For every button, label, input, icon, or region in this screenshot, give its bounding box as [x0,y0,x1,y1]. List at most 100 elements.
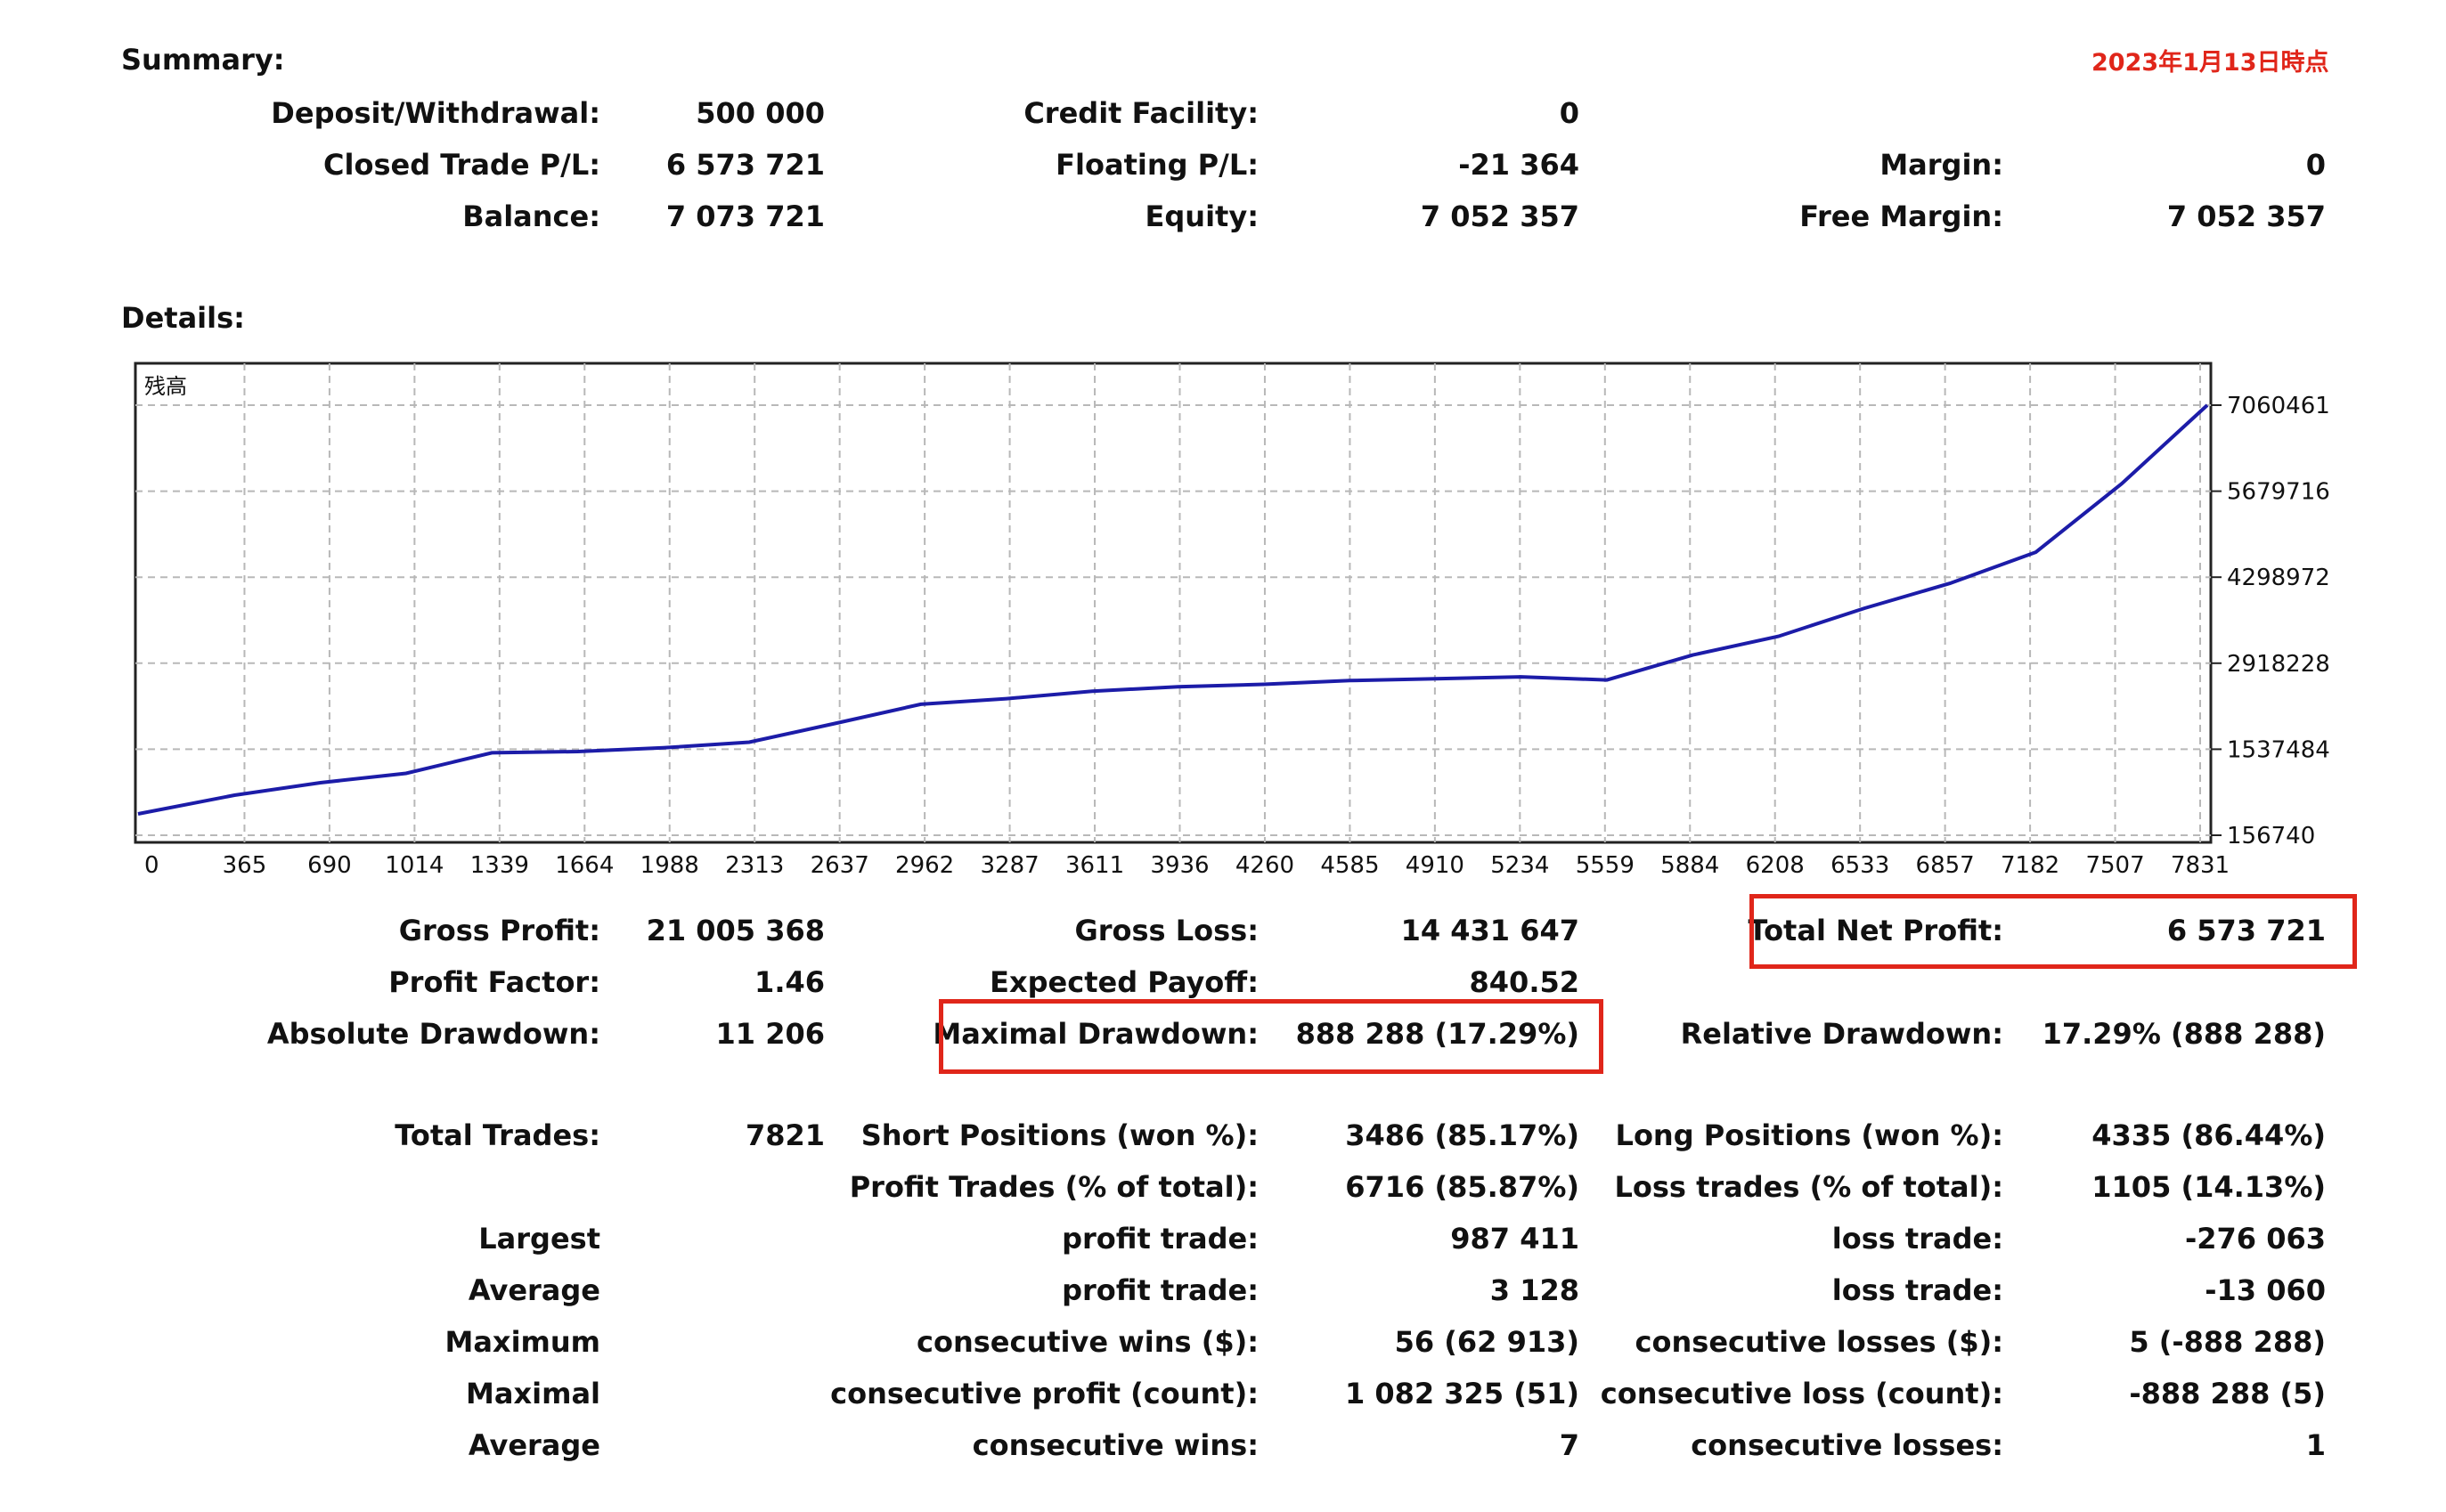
margin-value: 0 [2305,148,2326,182]
date-note: 2023年1月13日時点 [2091,49,2329,77]
x-tick-label: 7507 [2085,852,2144,879]
x-tick-label: 3287 [980,852,1039,879]
gross-profit-value: 21 005 368 [646,914,825,947]
x-tick-label: 365 [223,852,267,879]
maximal-consecutive-profit-value: 1 082 325 (51) [1344,1377,1579,1410]
x-tick-label: 5884 [1660,852,1719,879]
average-loss-value: -13 060 [2205,1273,2326,1307]
maximal-label: Maximal [466,1377,600,1410]
expected-payoff-value: 840.52 [1469,965,1579,999]
total-trades-label: Total Trades: [395,1118,600,1152]
profit-trades-label: Profit Trades (% of total): [849,1170,1259,1204]
profit-factor-value: 1.46 [754,965,825,999]
deposit-value: 500 000 [696,96,825,130]
x-tick-label: 5559 [1576,852,1635,879]
gross-loss-label: Gross Loss: [1074,914,1259,947]
chart-series [137,403,2209,816]
largest-profit-label: profit trade: [1062,1222,1259,1256]
maximum-label: Maximum [444,1325,600,1359]
equity-label: Equity: [1145,199,1259,233]
y-tick-label: 156740 [2227,823,2315,849]
balance-value: 7 073 721 [665,199,825,233]
expected-payoff-label: Expected Payoff: [990,965,1259,999]
y-tick-label: 5679716 [2227,479,2330,506]
long-positions-label: Long Positions (won %): [1615,1118,2003,1152]
absolute-drawdown-value: 11 206 [715,1017,825,1051]
floating-pl-label: Floating P/L: [1056,148,1259,182]
max-consecutive-losses-label: consecutive losses ($): [1635,1325,2003,1359]
closed-pl-value: 6 573 721 [665,148,825,182]
x-tick-label: 1988 [640,852,699,879]
maximal-drawdown-value: 888 288 (17.29%) [1295,1017,1579,1051]
x-tick-label: 690 [307,852,352,879]
gross-profit-label: Gross Profit: [398,914,600,947]
x-tick-label: 2637 [811,852,869,879]
balance-line [137,403,2209,816]
x-tick-label: 2962 [895,852,954,879]
margin-label: Margin: [1879,148,2003,182]
avg-consecutive-losses-value: 1 [2305,1428,2326,1462]
deposit-label: Deposit/Withdrawal: [271,96,600,130]
x-tick-label: 0 [144,852,159,879]
floating-pl-value: -21 364 [1458,148,1579,182]
balance-chart: 7060461 5679716 4298972 2918228 1537484 15674… [134,362,2330,879]
x-tick-label: 5234 [1490,852,1549,879]
avg-consecutive-losses-label: consecutive losses: [1691,1428,2003,1462]
x-tick-label: 1014 [385,852,444,879]
total-net-profit-value: 6 573 721 [2166,914,2326,947]
credit-value: 0 [1559,96,1579,130]
largest-loss-value: -276 063 [2184,1222,2326,1256]
x-tick-label: 4585 [1320,852,1379,879]
x-tick-label: 7182 [2001,852,2059,879]
equity-value: 7 052 357 [1420,199,1579,233]
max-consecutive-wins-label: consecutive wins ($): [916,1325,1259,1359]
x-tick-label: 2313 [725,852,784,879]
y-tick-label: 2918228 [2227,651,2330,678]
long-positions-value: 4335 (86.44%) [2091,1118,2326,1152]
max-consecutive-losses-value: 5 (-888 288) [2129,1325,2326,1359]
average2-label: Average [468,1428,600,1462]
max-consecutive-wins-value: 56 (62 913) [1394,1325,1579,1359]
gross-loss-value: 14 431 647 [1400,914,1579,947]
x-tick-label: 6857 [1916,852,1975,879]
profit-trades-value: 6716 (85.87%) [1345,1170,1579,1204]
chart-grid [135,363,2211,842]
average-profit-value: 3 128 [1489,1273,1579,1307]
short-positions-label: Short Positions (won %): [860,1118,1259,1152]
loss-trades-label: Loss trades (% of total): [1614,1170,2003,1204]
credit-label: Credit Facility: [1023,96,1259,130]
total-net-profit-highlight [1749,894,2357,969]
chart-frame [134,362,2213,844]
chart-legend-label: 残高 [144,374,187,399]
avg-consecutive-wins-label: consecutive wins: [972,1428,1259,1462]
y-tick-label: 1537484 [2227,736,2330,763]
total-trades-value: 7821 [745,1118,825,1152]
x-axis-ticks: 0 365 690 1014 1339 1664 1988 2313 2637 2962 3287 3… [144,852,2230,879]
maximal-consecutive-profit-label: consecutive profit (count): [830,1377,1259,1410]
x-tick-label: 7831 [2171,852,2230,879]
closed-pl-label: Closed Trade P/L: [323,148,600,182]
x-tick-label: 6533 [1830,852,1889,879]
free-margin-value: 7 052 357 [2166,199,2326,233]
avg-consecutive-wins-value: 7 [1559,1428,1579,1462]
short-positions-value: 3486 (85.17%) [1345,1118,1579,1152]
balance-label: Balance: [462,199,600,233]
x-tick-label: 4260 [1235,852,1294,879]
maximal-drawdown-highlight [939,999,1603,1074]
largest-label: Largest [478,1222,600,1256]
average-loss-label: loss trade: [1831,1273,2003,1307]
summary-heading: Summary: [121,43,285,77]
free-margin-label: Free Margin: [1799,199,2003,233]
relative-drawdown-value: 17.29% (888 288) [2042,1017,2326,1051]
loss-trades-value: 1105 (14.13%) [2091,1170,2326,1204]
y-tick-label: 4298972 [2227,565,2330,591]
profit-factor-label: Profit Factor: [388,965,600,999]
largest-loss-label: loss trade: [1831,1222,2003,1256]
x-tick-label: 1664 [555,852,614,879]
maximal-consecutive-loss-value: -888 288 (5) [2129,1377,2326,1410]
x-tick-label: 3936 [1150,852,1209,879]
absolute-drawdown-label: Absolute Drawdown: [266,1017,600,1051]
x-tick-label: 3611 [1065,852,1124,879]
relative-drawdown-label: Relative Drawdown: [1680,1017,2003,1051]
x-tick-label: 1339 [470,852,529,879]
